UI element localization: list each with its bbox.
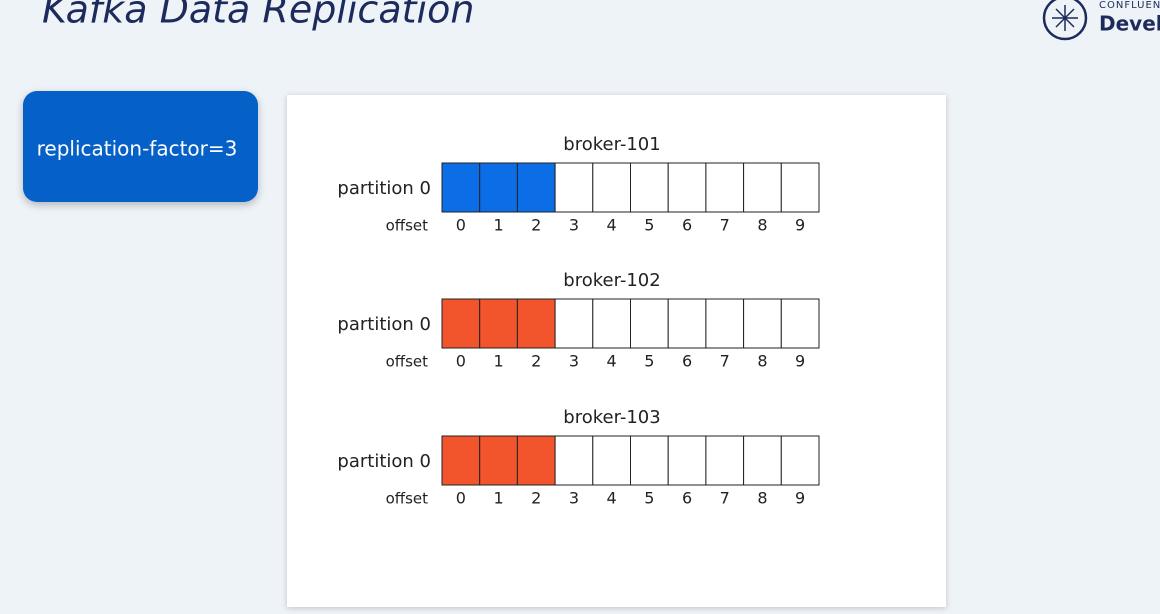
broker-name: broker-102: [563, 270, 660, 291]
log-cell: [630, 162, 669, 213]
log-cell: [441, 298, 481, 349]
offset-number: 4: [607, 352, 617, 371]
log-cell: [554, 435, 594, 486]
offset-number: 6: [682, 489, 692, 508]
log-cell: [705, 162, 745, 213]
log-cell: [516, 298, 556, 349]
log-cell: [554, 162, 594, 213]
offset-number: 0: [456, 352, 466, 371]
offset-number: 9: [795, 216, 805, 235]
offset-number: 3: [569, 489, 579, 508]
log-cell: [630, 435, 669, 486]
partition-label: partition 0: [337, 451, 431, 472]
log-cell: [554, 298, 594, 349]
log-cell: [705, 435, 745, 486]
offset-number: 9: [795, 352, 805, 371]
logo-burst: [1052, 5, 1078, 31]
log-cell: [743, 298, 782, 349]
log-cell: [479, 162, 518, 213]
offset-number: 9: [795, 489, 805, 508]
brand-top: CONFLUENT: [1099, 0, 1160, 11]
log-cell: [780, 435, 820, 486]
log-cell: [705, 298, 745, 349]
partition-label: partition 0: [337, 178, 431, 199]
offset-number: 8: [757, 352, 767, 371]
offset-label: offset: [386, 217, 429, 235]
offset-number: 8: [757, 216, 767, 235]
offset-number: 4: [607, 216, 617, 235]
log-cell: [441, 435, 481, 486]
setting-box: [23, 91, 258, 202]
offset-number: 1: [493, 489, 503, 508]
offset-number: 4: [607, 489, 617, 508]
setting-label: replication-factor=3: [37, 137, 238, 161]
log-cell: [441, 162, 481, 213]
offset-number: 0: [456, 216, 466, 235]
broker-name: broker-103: [563, 407, 660, 428]
offset-number: 3: [569, 216, 579, 235]
log-cell: [667, 298, 707, 349]
log-cell: [592, 162, 631, 213]
logo-icon: [1042, 0, 1088, 41]
offset-number: 6: [682, 352, 692, 371]
offset-number: 5: [644, 489, 654, 508]
log-cell: [667, 435, 707, 486]
offset-number: 7: [720, 489, 730, 508]
offset-number: 5: [644, 352, 654, 371]
offset-number: 1: [493, 352, 503, 371]
log-cell: [516, 162, 556, 213]
broker-name: broker-101: [563, 134, 660, 155]
log-cell: [479, 435, 518, 486]
log-cell: [479, 298, 518, 349]
offset-number: 7: [720, 216, 730, 235]
offset-number: 2: [531, 489, 541, 508]
offset-number: 5: [644, 216, 654, 235]
offset-number: 0: [456, 489, 466, 508]
offset-number: 8: [757, 489, 767, 508]
log-cell: [592, 435, 631, 486]
offset-number: 2: [531, 352, 541, 371]
offset-number: 2: [531, 216, 541, 235]
offset-number: 6: [682, 216, 692, 235]
log-cell: [780, 162, 820, 213]
offset-number: 3: [569, 352, 579, 371]
offset-label: offset: [386, 490, 429, 508]
log-cell: [743, 162, 782, 213]
log-cell: [516, 435, 556, 486]
log-cell: [592, 298, 631, 349]
slide-title: Kafka Data Replication: [42, 0, 474, 32]
log-cell: [667, 162, 707, 213]
brokers: broker-101 partition 0 offset 0 1 2 3 4 5 6 7 8 9 bro…: [337, 134, 820, 508]
brand-bottom: Devel: [1099, 12, 1160, 36]
log-cell: [630, 298, 669, 349]
log-cell: [780, 298, 820, 349]
offset-number: 7: [720, 352, 730, 371]
partition-label: partition 0: [337, 314, 431, 335]
log-cell: [743, 435, 782, 486]
offset-number: 1: [493, 216, 503, 235]
offset-label: offset: [386, 353, 429, 371]
